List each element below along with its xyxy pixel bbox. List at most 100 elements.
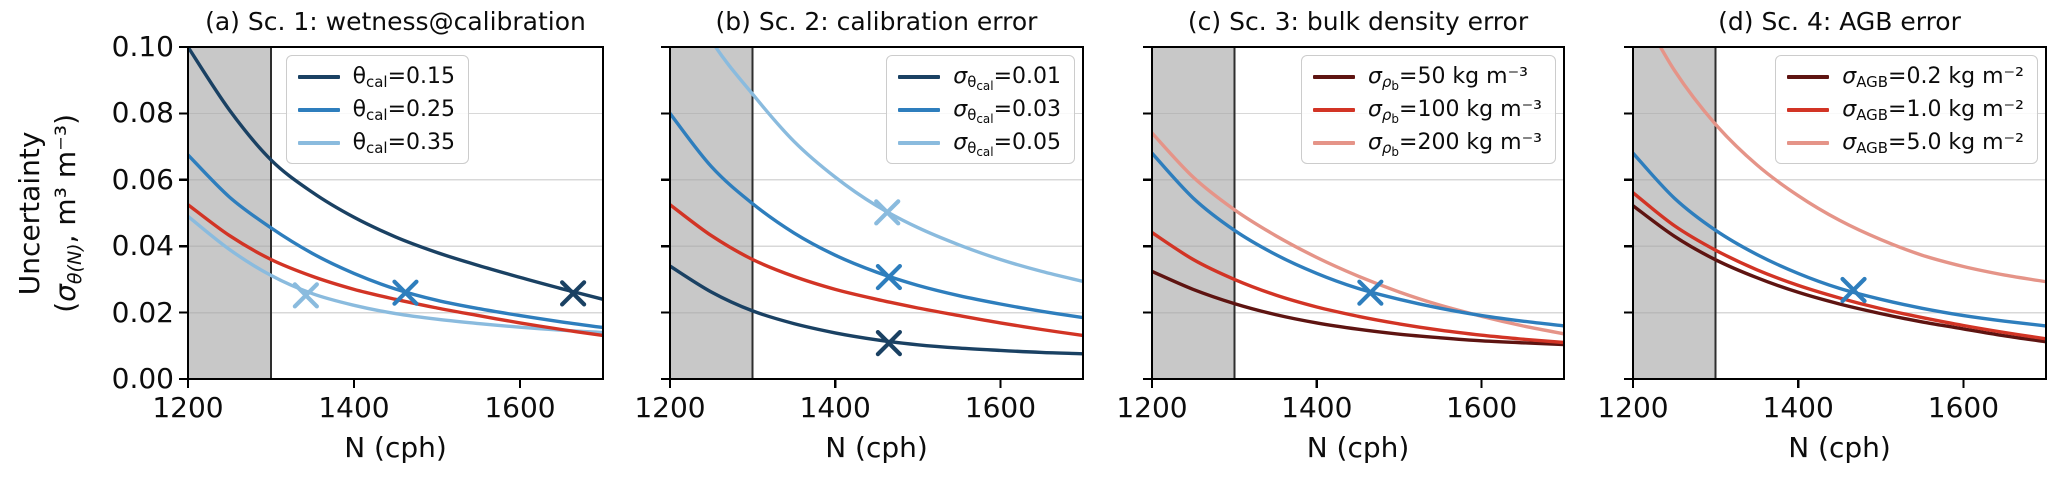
panel-title-a: (a) Sc. 1: wetness@calibration <box>205 7 586 36</box>
y-tick-label: 0.00 <box>111 362 174 395</box>
legend-item-sigma-agb-0.2: σAGB=0.2 kg m⁻² <box>1787 64 2024 92</box>
curve-theta-cal-0.15 <box>188 47 603 301</box>
legend-line-sample <box>297 107 340 112</box>
curve-sigma-rho-b-200 <box>1152 131 1564 336</box>
axes-spines <box>187 46 604 380</box>
x-axis-label-c: N (cph) <box>1306 431 1410 464</box>
curve-sigma-agb-1.0 <box>1633 191 2046 341</box>
legend-label: σθcal=0.01 <box>953 64 1061 93</box>
shaded-low-count-band <box>1633 47 1716 379</box>
x-tick-label: 1400 <box>1762 391 1834 424</box>
plot-area-a <box>179 45 604 388</box>
legend-line-sample <box>1787 74 1830 79</box>
curve-sigma-agb-0.2 <box>1633 204 2046 344</box>
x-tick-label: 1200 <box>634 391 706 424</box>
axes-spines <box>1632 46 2047 380</box>
y-tick-label: 0.04 <box>111 229 174 263</box>
x-tick-label: 1600 <box>1927 391 2000 424</box>
x-tick-label: 1400 <box>318 391 390 424</box>
legend-label: σθcal=0.03 <box>953 97 1061 126</box>
legend-item-sigma-rho-b-100: σρb=100 kg m⁻³ <box>1312 97 1542 126</box>
panel-overlay-c: σρb=50 kg m⁻³ σρb=100 kg m⁻³ σρb=200 kg m⁻… <box>1152 47 1564 379</box>
curve-sigma-theta-cal-0.01 <box>670 264 1083 356</box>
legend-line-sample <box>898 107 941 112</box>
legend-label: σAGB=0.2 kg m⁻² <box>1842 64 2024 92</box>
x-tick-label: 1400 <box>1281 391 1353 424</box>
shaded-low-count-band <box>670 47 753 379</box>
x-tick-label: 1600 <box>484 391 556 424</box>
legend-label: σAGB=5.0 kg m⁻² <box>1842 130 2024 158</box>
y-tick-label: 0.02 <box>111 295 174 329</box>
legend-c: σρb=50 kg m⁻³ σρb=100 kg m⁻³ σρb=200 kg m⁻… <box>1300 55 1556 164</box>
curve-sigma-rho-b-50 <box>1152 269 1564 347</box>
legend-label: σθcal=0.05 <box>953 130 1061 159</box>
curve-default-reference-red <box>670 203 1083 338</box>
legend-label: σρb=200 kg m⁻³ <box>1367 130 1542 159</box>
panel-title-c: (c) Sc. 3: bulk density error <box>1187 7 1529 36</box>
legend-b: σθcal=0.01 σθcal=0.03 σθcal=0.05 <box>886 55 1075 164</box>
curve-sigma-agb-5.0 <box>1658 47 2046 284</box>
panel-title-d: (d) Sc. 4: AGB error <box>1718 7 1961 36</box>
curve-sigma-theta-cal-0.03 <box>670 111 1083 320</box>
x-axis-label-d: N (cph) <box>1788 431 1891 464</box>
legend-line-sample <box>898 140 941 145</box>
panel-overlay-d: σAGB=0.2 kg m⁻² σAGB=1.0 kg m⁻² σAGB=5.0 k… <box>1633 47 2046 379</box>
x-marker-theta-cal-0.25 <box>392 279 419 306</box>
legend-item-sigma-agb-1.0: σAGB=1.0 kg m⁻² <box>1787 97 2024 125</box>
plot-area-d <box>1624 45 2047 388</box>
x-tick-label: 1400 <box>799 391 871 424</box>
panel-overlay-b: σθcal=0.01 σθcal=0.03 σθcal=0.05 <box>670 47 1083 379</box>
y-tick-label: 0.06 <box>111 162 174 196</box>
x-marker-sigma-theta-cal-0.03 <box>875 263 902 291</box>
legend-label: σρb=50 kg m⁻³ <box>1367 64 1528 93</box>
legend-line-sample <box>898 74 941 79</box>
legend-a: θcal=0.15 θcal=0.25 θcal=0.35 <box>285 55 469 164</box>
panel-overlay-a: θcal=0.15 θcal=0.25 θcal=0.35 <box>188 47 603 379</box>
legend-line-sample <box>1312 107 1355 112</box>
x-tick-label: 1200 <box>1597 391 1669 424</box>
y-tick-label: 0.08 <box>111 96 174 130</box>
legend-item-sigma-theta-cal-0.01: σθcal=0.01 <box>898 64 1061 93</box>
legend-line-sample <box>1312 74 1355 79</box>
curve-default-reference-blue <box>1633 151 2046 328</box>
x-tick-label: 1200 <box>1116 391 1188 424</box>
legend-line-sample <box>297 140 340 145</box>
curve-sigma-rho-b-100 <box>1152 230 1564 345</box>
x-marker-theta-cal-0.15 <box>560 280 587 307</box>
legend-line-sample <box>1312 140 1355 145</box>
x-tick-label: 1600 <box>964 391 1037 424</box>
x-axis-label-b: N (cph) <box>825 431 928 464</box>
y-tick-label: 0.10 <box>111 30 174 63</box>
legend-item-theta-cal-0.25: θcal=0.25 <box>297 97 455 125</box>
x-marker-sigma-theta-cal-0.01 <box>875 330 902 357</box>
panel-title-b: (b) Sc. 2: calibration error <box>715 7 1038 36</box>
legend-line-sample <box>1787 140 1830 145</box>
shaded-low-count-band <box>1152 47 1235 379</box>
legend-item-sigma-theta-cal-0.05: σθcal=0.05 <box>898 130 1061 159</box>
legend-item-theta-cal-0.15: θcal=0.15 <box>297 64 455 92</box>
legend-line-sample <box>1787 107 1830 112</box>
x-marker-default-reference-blue <box>1840 276 1867 304</box>
axes-spines <box>1151 46 1565 380</box>
x-marker-sigma-theta-cal-0.05 <box>874 199 901 226</box>
x-axis-label-a: N (cph) <box>344 431 447 464</box>
curve-default-reference-blue <box>1152 151 1564 328</box>
curve-theta-cal-0.25 <box>188 153 603 330</box>
legend-label: θcal=0.25 <box>352 97 455 125</box>
curve-theta-cal-0.35 <box>188 214 603 335</box>
curve-default-reference-red <box>188 203 603 338</box>
x-tick-label: 1200 <box>152 391 224 424</box>
legend-label: σAGB=1.0 kg m⁻² <box>1842 97 2024 125</box>
x-marker-theta-cal-0.35 <box>292 282 319 309</box>
legend-item-sigma-theta-cal-0.03: σθcal=0.03 <box>898 97 1061 126</box>
legend-item-sigma-rho-b-200: σρb=200 kg m⁻³ <box>1312 130 1542 159</box>
legend-label: θcal=0.15 <box>352 64 455 92</box>
x-tick-label: 1600 <box>1445 391 1518 424</box>
shaded-low-count-band <box>188 47 271 379</box>
legend-label: σρb=100 kg m⁻³ <box>1367 97 1542 126</box>
axes-spines <box>669 46 1084 380</box>
legend-label: θcal=0.35 <box>352 130 455 158</box>
legend-d: σAGB=0.2 kg m⁻² σAGB=1.0 kg m⁻² σAGB=5.0 k… <box>1775 55 2038 164</box>
legend-item-theta-cal-0.35: θcal=0.35 <box>297 130 455 158</box>
